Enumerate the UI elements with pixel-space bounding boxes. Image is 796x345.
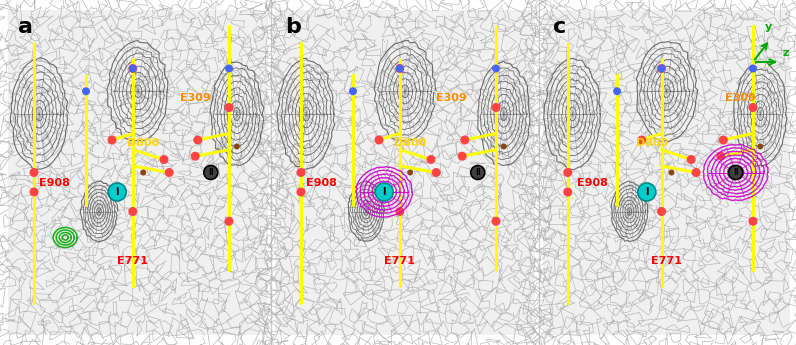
Circle shape	[491, 103, 501, 112]
Text: D800: D800	[127, 138, 159, 148]
Circle shape	[296, 187, 306, 197]
Circle shape	[749, 65, 757, 72]
Circle shape	[757, 144, 763, 149]
Text: E908: E908	[39, 177, 70, 187]
Circle shape	[748, 217, 758, 226]
Text: E309: E309	[725, 93, 756, 103]
Circle shape	[638, 183, 656, 201]
Circle shape	[107, 136, 116, 145]
Circle shape	[613, 87, 621, 95]
Circle shape	[460, 136, 470, 145]
Text: I: I	[115, 187, 119, 197]
Circle shape	[657, 207, 666, 216]
Circle shape	[204, 166, 218, 179]
Circle shape	[29, 187, 38, 197]
Circle shape	[491, 217, 501, 226]
Circle shape	[159, 155, 169, 164]
Circle shape	[82, 87, 90, 95]
Circle shape	[108, 183, 127, 201]
Circle shape	[225, 65, 233, 72]
Circle shape	[375, 183, 393, 201]
Text: II: II	[208, 168, 213, 177]
Circle shape	[224, 217, 233, 226]
Circle shape	[374, 136, 384, 145]
Circle shape	[687, 155, 696, 164]
Text: E309: E309	[180, 93, 211, 103]
Circle shape	[564, 187, 572, 197]
Circle shape	[396, 64, 404, 73]
Text: II: II	[475, 168, 481, 177]
Circle shape	[458, 152, 466, 161]
Circle shape	[728, 166, 743, 179]
Circle shape	[719, 136, 728, 145]
Text: D800: D800	[635, 138, 668, 148]
Circle shape	[408, 169, 413, 176]
Circle shape	[669, 169, 674, 176]
Circle shape	[191, 152, 200, 161]
FancyBboxPatch shape	[8, 10, 268, 335]
Circle shape	[492, 65, 500, 72]
Circle shape	[396, 65, 404, 72]
Circle shape	[501, 144, 507, 149]
Circle shape	[296, 168, 306, 177]
FancyBboxPatch shape	[543, 10, 790, 335]
Text: c: c	[553, 17, 566, 37]
Circle shape	[657, 64, 666, 73]
Circle shape	[29, 168, 38, 177]
Circle shape	[193, 136, 202, 145]
FancyBboxPatch shape	[275, 10, 535, 335]
Text: y: y	[765, 21, 773, 31]
Text: E908: E908	[577, 177, 608, 187]
Text: E908: E908	[306, 177, 338, 187]
Circle shape	[128, 64, 137, 73]
Circle shape	[564, 168, 572, 177]
Circle shape	[140, 169, 146, 176]
Circle shape	[657, 65, 665, 72]
Text: II: II	[733, 168, 739, 177]
Text: z: z	[782, 48, 789, 58]
Text: E771: E771	[384, 256, 416, 266]
Circle shape	[470, 166, 485, 179]
Circle shape	[427, 155, 435, 164]
Circle shape	[224, 103, 233, 112]
Circle shape	[129, 65, 137, 72]
Circle shape	[396, 207, 404, 216]
Text: I: I	[382, 187, 386, 197]
Text: E309: E309	[436, 93, 467, 103]
Circle shape	[128, 207, 137, 216]
Circle shape	[165, 168, 174, 177]
Circle shape	[716, 152, 725, 161]
Text: D800: D800	[394, 138, 427, 148]
Circle shape	[234, 144, 240, 149]
Text: a: a	[18, 17, 33, 37]
Text: b: b	[285, 17, 301, 37]
Circle shape	[431, 168, 441, 177]
Text: E771: E771	[117, 256, 148, 266]
Circle shape	[638, 136, 646, 145]
Text: E771: E771	[651, 256, 682, 266]
Circle shape	[349, 87, 357, 95]
Circle shape	[748, 103, 758, 112]
Text: I: I	[645, 187, 649, 197]
Circle shape	[692, 168, 700, 177]
